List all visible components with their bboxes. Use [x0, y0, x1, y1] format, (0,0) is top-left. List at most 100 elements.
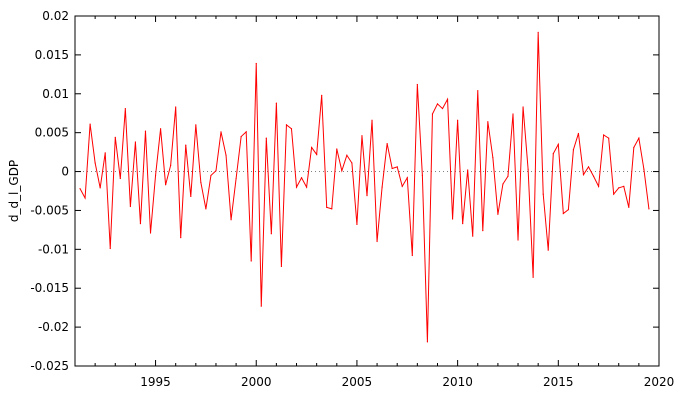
- y-axis-label: d_d_l_GDP: [7, 160, 21, 222]
- data-point: [426, 341, 429, 343]
- data-point: [210, 174, 212, 177]
- data-point: [467, 169, 469, 171]
- data-point: [195, 124, 197, 126]
- data-point: [416, 83, 418, 86]
- data-point: [270, 233, 272, 235]
- data-point: [597, 185, 600, 187]
- data-point: [109, 247, 111, 250]
- data-point: [215, 170, 217, 172]
- data-point: [462, 223, 464, 225]
- data-point: [240, 135, 242, 138]
- data-point: [613, 193, 615, 195]
- data-point: [235, 177, 237, 180]
- data-point: [124, 107, 126, 110]
- data-point: [587, 166, 590, 168]
- x-tick-label: 1995: [140, 375, 171, 389]
- data-point: [170, 164, 172, 166]
- data-point: [316, 153, 318, 156]
- data-point: [592, 175, 595, 177]
- data-point: [119, 177, 121, 180]
- data-point: [134, 141, 137, 143]
- data-point: [341, 170, 343, 172]
- data-point: [311, 146, 313, 149]
- data-point: [371, 119, 373, 121]
- data-point: [336, 148, 338, 150]
- data-point: [527, 168, 529, 170]
- y-tick-label: 0: [61, 165, 69, 179]
- y-tick-label: 0.015: [35, 48, 69, 62]
- data-point: [547, 249, 549, 251]
- data-point: [265, 137, 267, 139]
- y-tick-label: -0.02: [38, 320, 69, 334]
- data-point: [562, 212, 564, 215]
- data-point: [326, 206, 328, 208]
- series-line-0: [79, 32, 650, 342]
- y-tick-label: 0.005: [35, 126, 69, 140]
- x-tick-label: 2005: [342, 375, 373, 389]
- data-point: [139, 223, 142, 225]
- data-point: [522, 106, 524, 108]
- data-point: [386, 142, 388, 145]
- data-point: [331, 208, 333, 210]
- y-tick-label: -0.005: [30, 203, 69, 217]
- data-point: [305, 186, 308, 188]
- y-tick-label: 0.01: [42, 87, 69, 101]
- data-point: [421, 174, 423, 177]
- data-point: [497, 213, 499, 215]
- data-point: [638, 137, 640, 139]
- data-point: [401, 185, 403, 187]
- data-point: [165, 184, 167, 186]
- data-point: [356, 223, 358, 226]
- data-point: [451, 218, 454, 220]
- data-point: [457, 119, 459, 121]
- data-point: [406, 177, 408, 179]
- data-point: [89, 123, 91, 125]
- data-point: [517, 239, 519, 241]
- data-point: [159, 128, 162, 130]
- data-point: [230, 219, 232, 221]
- data-point: [366, 195, 368, 197]
- data-point: [502, 183, 504, 185]
- data-point: [175, 106, 177, 108]
- data-point: [472, 235, 474, 237]
- data-point: [245, 131, 247, 133]
- data-point: [84, 197, 86, 199]
- data-point: [482, 230, 484, 232]
- data-point: [582, 174, 585, 176]
- data-point: [205, 208, 207, 210]
- data-point: [250, 260, 252, 262]
- data-point: [361, 135, 363, 137]
- plot-frame: [74, 15, 660, 367]
- data-point: [295, 186, 298, 188]
- data-point: [537, 31, 539, 33]
- data-point: [94, 162, 96, 164]
- data-point: [431, 113, 434, 115]
- data-point: [577, 132, 580, 135]
- data-point: [552, 153, 554, 155]
- data-point: [99, 187, 101, 189]
- data-point: [446, 98, 449, 100]
- data-point: [154, 174, 157, 177]
- data-point: [255, 62, 257, 65]
- data-point: [648, 208, 650, 210]
- data-point: [185, 144, 187, 146]
- y-tick-label: -0.015: [30, 281, 69, 295]
- data-point: [104, 152, 106, 154]
- data-point: [542, 193, 544, 195]
- data-point: [477, 90, 479, 92]
- data-point: [567, 209, 569, 211]
- data-point: [618, 187, 620, 189]
- data-point: [608, 137, 610, 139]
- data-point: [492, 156, 494, 159]
- data-point: [114, 136, 116, 138]
- data-point: [507, 175, 509, 177]
- data-point: [79, 188, 81, 190]
- data-point: [487, 121, 489, 123]
- y-tick-label: -0.01: [38, 242, 69, 256]
- data-point: [285, 124, 288, 126]
- x-tick-label: 2020: [644, 375, 675, 389]
- data-point: [411, 254, 413, 257]
- data-point: [628, 206, 630, 208]
